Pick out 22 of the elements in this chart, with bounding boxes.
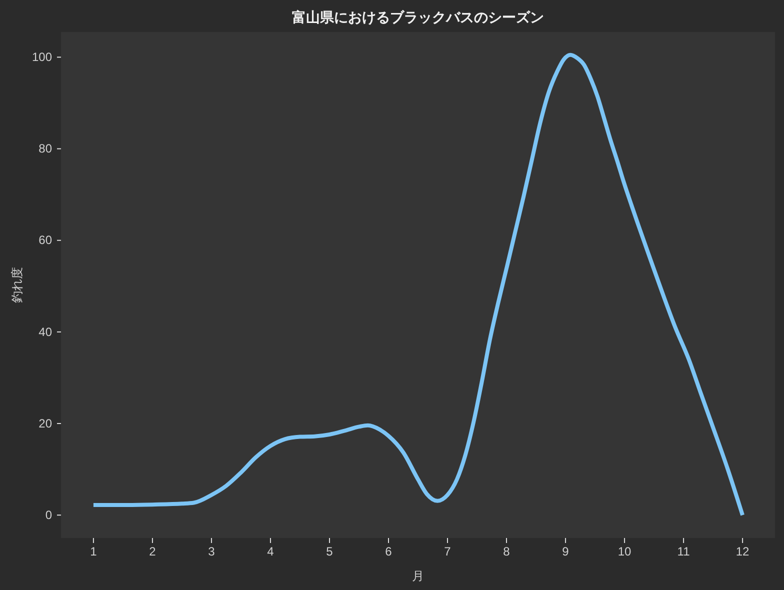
chart-title: 富山県におけるブラックバスのシーズン xyxy=(292,9,544,26)
x-tick-label: 5 xyxy=(326,544,334,559)
x-axis-title: 月 xyxy=(412,569,424,583)
y-tick-label: 20 xyxy=(38,416,52,430)
x-tick-label: 12 xyxy=(736,544,750,559)
x-tick-label: 10 xyxy=(618,544,632,559)
x-tick-label: 2 xyxy=(149,544,156,559)
y-tick-label: 100 xyxy=(32,50,52,64)
y-axis-title: 釣れ度 xyxy=(10,267,24,303)
y-tick-label: 60 xyxy=(38,233,52,248)
x-tick-label: 3 xyxy=(208,544,216,559)
x-tick-label: 6 xyxy=(385,544,392,559)
x-tick-label: 4 xyxy=(267,544,274,559)
x-tick-label: 9 xyxy=(562,544,570,559)
line-series xyxy=(91,52,745,518)
x-tick-label: 11 xyxy=(677,544,690,559)
x-tick-label: 1 xyxy=(90,544,98,559)
y-tick-label: 0 xyxy=(45,508,52,522)
x-tick-label: 8 xyxy=(503,544,510,559)
y-tick-label: 80 xyxy=(38,142,52,156)
y-tick-label: 40 xyxy=(38,324,52,339)
x-tick-label: 7 xyxy=(444,544,452,559)
